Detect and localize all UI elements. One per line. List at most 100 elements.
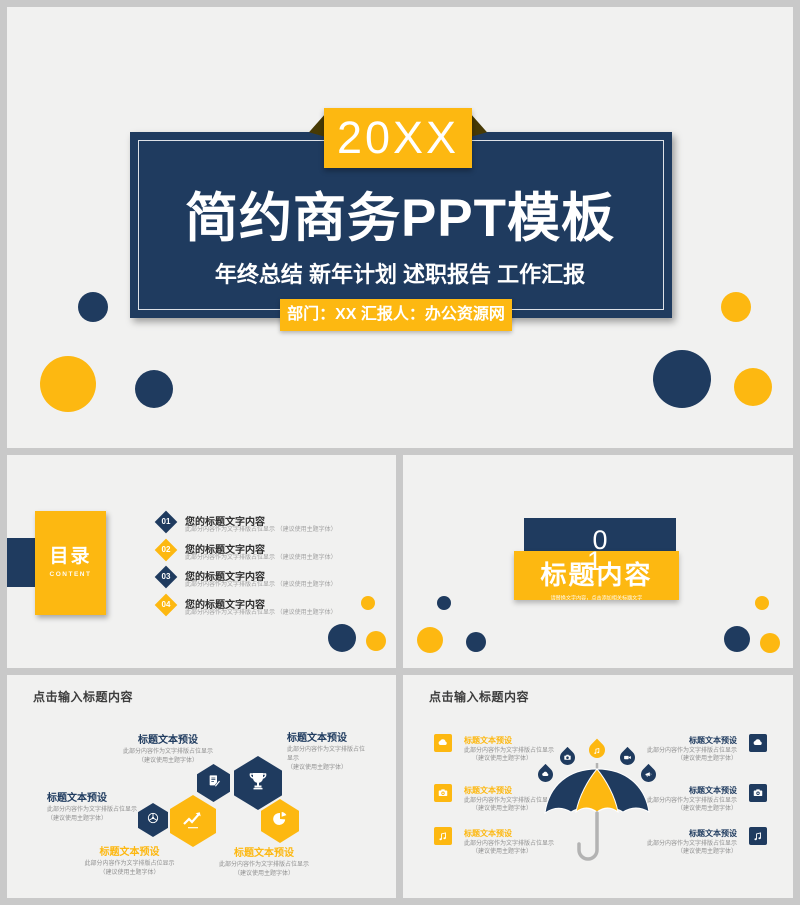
list-item: 标题文本预设 此部分内容作为文字排版占位显示 （建议使用主题字体） (464, 785, 576, 814)
year-badge: 20XX (324, 108, 472, 168)
cloud-icon (434, 734, 452, 752)
item-desc: （建议使用主题字体） (472, 806, 533, 813)
item-desc: 此部分内容作为文字排版占位显示 (646, 747, 737, 754)
toc-item-marker: 03 (154, 565, 178, 589)
block-desc: （建议使用主题字体） (47, 816, 108, 822)
raindrop (585, 738, 609, 762)
document-edit-icon (206, 773, 222, 794)
item-desc: （建议使用主题字体） (472, 849, 533, 856)
cover-subtitle: 年终总结 新年计划 述职报告 工作汇报 (214, 262, 586, 287)
music-icon (434, 827, 452, 845)
item-title: 标题文本预设 (689, 829, 737, 838)
toc-item-number: 03 (161, 572, 171, 581)
megaphone-icon (644, 770, 653, 779)
decor-circle (760, 633, 780, 653)
camera-icon (749, 784, 767, 802)
item-desc: 此部分内容作为文字排版占位显示 (464, 747, 555, 754)
text-block: 标题文本预设 此部分内容作为文字排版占位显示 （建议使用主题字体） (47, 791, 162, 824)
toc-label-box: 目录 CONTENT (35, 511, 106, 615)
wheel-icon (146, 811, 160, 830)
toc-item-number: 04 (161, 600, 171, 609)
list-item: 标题文本预设 此部分内容作为文字排版占位显示 （建议使用主题字体） (464, 828, 576, 857)
decor-circle (328, 624, 356, 652)
slide-title: 点击输入标题内容 (429, 690, 530, 704)
toc-item-number: 02 (161, 545, 171, 554)
music-icon (593, 746, 602, 755)
hexagon-content-slide[interactable]: 点击输入标题内容 标题文本预设 此部分内容作为文字排版占位显示 （建议使用主题字… (7, 675, 396, 898)
decor-circle (721, 292, 751, 322)
item-desc: 此部分内容作为文字排版占位显示 (464, 797, 555, 804)
section-number-one: 1 (587, 546, 603, 576)
decor-circle (40, 356, 96, 412)
cloud-icon (749, 734, 767, 752)
block-desc: 此部分内容作为文字排版占位显示 (84, 861, 175, 867)
toc-item-marker: 04 (154, 593, 178, 617)
video-icon (623, 753, 632, 762)
section-slide[interactable]: 0 1 标题内容 请替换文字内容，点击添加相关标题文字 (403, 455, 793, 668)
item-desc: （建议使用主题字体） (472, 756, 533, 763)
growth-chart-icon (181, 807, 205, 836)
toc-title: 目录 (49, 546, 92, 567)
hexagon (197, 764, 230, 802)
pie-chart-icon (271, 810, 289, 833)
raindrop (556, 746, 579, 769)
item-title: 标题文本预设 (689, 786, 737, 795)
item-title: 标题文本预设 (464, 736, 512, 745)
block-desc: （建议使用主题字体） (233, 871, 294, 877)
block-desc: （建议使用主题字体） (287, 765, 348, 771)
decor-circle (734, 368, 772, 406)
block-desc: （建议使用主题字体） (99, 870, 160, 876)
decor-circle (653, 350, 711, 408)
decor-circle (724, 626, 750, 652)
toc-item-marker: 02 (154, 538, 178, 562)
umbrella-content-slide[interactable]: 点击输入标题内容 标题文本预设 此部分内容作为文字排版占位显示 （建议使用主题字… (403, 675, 793, 898)
section-title-box: 标题内容 请替换文字内容，点击添加相关标题文字 (514, 551, 679, 602)
block-desc: （建议使用主题字体） (137, 758, 198, 764)
toc-item-desc: 此部分内容作为文字排版占位显示 （建议使用主题字体） (185, 582, 337, 588)
block-desc: 此部分内容作为文字排版占位显示 (218, 862, 309, 868)
item-desc: 此部分内容作为文字排版占位显示 (646, 840, 737, 847)
block-title: 标题文本预设 (234, 848, 294, 859)
raindrop (637, 763, 660, 786)
decor-circle (437, 596, 451, 610)
toc-item-title: 您的标题文字内容 (185, 545, 265, 556)
item-title: 标题文本预设 (464, 829, 512, 838)
decor-circle (417, 627, 443, 653)
toc-item-desc: 此部分内容作为文字排版占位显示 （建议使用主题字体） (185, 527, 337, 533)
toc-item-marker: 01 (154, 510, 178, 534)
cloud-icon (541, 770, 550, 779)
cover-slide[interactable]: 20XX 简约商务PPT模板 年终总结 新年计划 述职报告 工作汇报 部门：XX… (7, 7, 793, 448)
text-block: 标题文本预设 此部分内容作为文字排版占位 显示 （建议使用主题字体） (287, 731, 392, 773)
decor-circle (366, 631, 386, 651)
toc-item-title: 您的标题文字内容 (185, 572, 265, 583)
toc-slide[interactable]: 目录 CONTENT 01 您的标题文字内容 此部分内容作为文字排版占位显示 （… (7, 455, 396, 668)
item-desc: （建议使用主题字体） (676, 756, 737, 763)
slide-title: 点击输入标题内容 (33, 690, 134, 704)
section-title: 标题内容 (540, 560, 653, 590)
list-item: 标题文本预设 此部分内容作为文字排版占位显示 （建议使用主题字体） (625, 735, 737, 764)
cover-footer-bar: 部门：XX 汇报人：办公资源网 (280, 299, 512, 331)
list-item: 标题文本预设 此部分内容作为文字排版占位显示 （建议使用主题字体） (625, 828, 737, 857)
block-title: 标题文本预设 (99, 847, 160, 858)
toc-subtitle: CONTENT (49, 571, 92, 578)
item-desc: 此部分内容作为文字排版占位显示 (464, 840, 555, 847)
toc-item-desc: 此部分内容作为文字排版占位显示 （建议使用主题字体） (185, 610, 337, 616)
item-title: 标题文本预设 (689, 736, 737, 745)
block-desc: 显示 (287, 756, 300, 762)
block-title: 标题文本预设 (287, 733, 347, 744)
decor-circle (135, 370, 173, 408)
toc-item-title: 您的标题文字内容 (185, 517, 265, 528)
hexagon (261, 799, 299, 843)
raindrop (616, 746, 639, 769)
toc-item-desc: 此部分内容作为文字排版占位显示 （建议使用主题字体） (185, 555, 337, 561)
camera-icon (563, 753, 572, 762)
umbrella-graphic (535, 735, 665, 877)
raindrop (534, 763, 557, 786)
hexagon (170, 795, 216, 847)
block-desc: 此部分内容作为文字排版占位显示 (47, 807, 138, 813)
block-desc: 此部分内容作为文字排版占位 (287, 747, 366, 753)
decor-circle (755, 596, 769, 610)
section-subtitle: 请替换文字内容，点击添加相关标题文字 (550, 596, 643, 602)
text-block: 标题文本预设 此部分内容作为文字排版占位显示 （建议使用主题字体） (93, 733, 243, 766)
